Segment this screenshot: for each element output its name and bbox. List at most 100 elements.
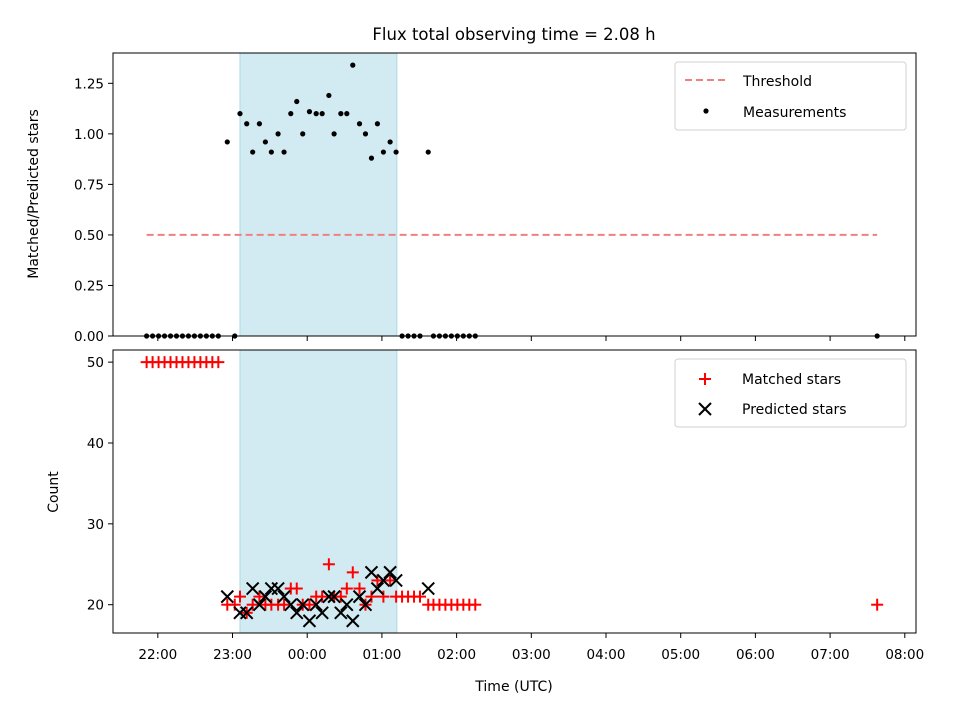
matched-star-point [278, 598, 291, 611]
measurement-point [275, 131, 281, 137]
measurement-point [326, 92, 332, 99]
matched-star-point [303, 598, 316, 611]
predicted-star-point [309, 597, 323, 612]
bottom-panel: 20 30 40 50 22:00 23:00 00:00 01:00 02:00 03:00 0… [46, 349, 924, 695]
matched-star-point [246, 598, 259, 611]
measurement-point [288, 111, 294, 117]
x-tick-label: 08:00 [885, 647, 924, 663]
top-shaded-span [239, 52, 398, 337]
measurement-point [306, 109, 313, 115]
matched-star-point [253, 590, 266, 603]
predicted-star-point [290, 606, 304, 620]
predicted-star-point [220, 589, 234, 604]
x-tick-label: 06:00 [736, 647, 775, 663]
matched-star-point [469, 598, 482, 611]
predicted-star-point [364, 565, 379, 580]
y-tick-label: 40 [87, 436, 104, 452]
bottom-plot-marks [140, 356, 884, 628]
predicted-star-point [334, 606, 348, 620]
predicted-star-point [240, 606, 254, 620]
measurement-point [338, 111, 344, 117]
measurement-point [387, 139, 393, 145]
matched-star-point [371, 574, 384, 587]
chart-title: Flux total observing time = 2.08 h [372, 25, 655, 44]
predicted-star-point [271, 581, 285, 596]
predicted-star-point [252, 597, 267, 612]
measurement-point [300, 131, 306, 137]
x-tick-label: 23:00 [213, 647, 252, 663]
top-legend-box [674, 61, 907, 131]
top-panel: 0.00 0.25 0.50 0.75 1.00 1.25 Matched/Predict… [26, 52, 917, 345]
predicted-star-point [352, 589, 367, 604]
x-tick-label: 03:00 [512, 647, 551, 663]
bottom-shaded-span [239, 349, 398, 634]
matched-star-point [871, 598, 884, 611]
bottom-y-ticks: 20 30 40 50 [87, 355, 113, 614]
legend-predicted-label: Predicted stars [742, 402, 847, 418]
predicted-star-point [315, 606, 329, 620]
predicted-star-point [370, 581, 385, 596]
matched-star-point [346, 566, 359, 579]
measurement-point [350, 62, 356, 68]
matched-star-point [353, 582, 366, 595]
bottom-x-ticks: 22:00 23:00 00:00 01:00 02:00 03:00 04:00 05:00… [138, 633, 924, 663]
measurement-point [294, 98, 300, 105]
predicted-star-point [284, 597, 298, 612]
y-tick-label: 1.25 [74, 76, 104, 92]
top-legend: Threshold Measurements [674, 61, 907, 131]
predicted-star-point [327, 589, 341, 604]
predicted-star-point [296, 597, 310, 612]
measurement-point [268, 149, 274, 155]
matched-star-point [322, 558, 335, 571]
predicted-star-point [245, 581, 260, 596]
legend-measurements-label: Measurements [743, 105, 846, 121]
y-tick-label: 0.50 [74, 228, 104, 244]
predicted-star-point [322, 589, 336, 604]
y-tick-label: 0.00 [74, 329, 104, 345]
measurement-point [313, 111, 319, 117]
measurement-point [224, 139, 230, 145]
measurement-point [393, 149, 399, 155]
measurement-point [244, 121, 250, 127]
bottom-y-axis-label: Count [46, 471, 62, 513]
predicted-star-point [258, 589, 273, 604]
measurement-point [380, 149, 387, 155]
measurement-point [319, 111, 325, 117]
predicted-star-point [302, 614, 317, 628]
measurement-point [344, 111, 350, 117]
matched-star-point [414, 590, 427, 603]
y-tick-label: 20 [87, 598, 104, 614]
predicted-star-point [389, 573, 403, 588]
measurement-point [331, 131, 337, 137]
predicted-star-point [340, 597, 354, 612]
bottom-legend: Matched stars Predicted stars [674, 358, 907, 428]
legend-measurements-swatch [703, 108, 709, 114]
measurement-point [281, 149, 287, 155]
measurement-point [250, 149, 256, 155]
bottom-legend-box [674, 358, 907, 428]
legend-matched-label: Matched stars [742, 372, 841, 388]
top-axes-frame [112, 52, 917, 337]
matched-star-point [377, 590, 390, 603]
matched-star-point [340, 582, 353, 595]
x-tick-label: 07:00 [811, 647, 850, 663]
measurement-point [237, 111, 243, 117]
predicted-star-point [346, 614, 360, 628]
x-tick-label: 01:00 [362, 647, 401, 663]
measurement-point [368, 155, 375, 161]
predicted-star-point [383, 565, 397, 580]
x-axis-label: Time (UTC) [474, 679, 552, 695]
predicted-star-point [358, 597, 373, 612]
measurement-point [374, 121, 381, 127]
measurement-point [425, 149, 431, 155]
x-tick-label: 04:00 [587, 647, 626, 663]
measurement-point [256, 121, 263, 127]
y-tick-label: 30 [87, 517, 104, 533]
matched-star-point [233, 590, 246, 603]
predicted-star-point [421, 581, 435, 596]
y-tick-label: 50 [87, 355, 104, 371]
x-tick-label: 05:00 [661, 647, 700, 663]
top-y-axis-label: Matched/Predicted stars [26, 109, 42, 279]
y-tick-label: 1.00 [74, 127, 104, 143]
